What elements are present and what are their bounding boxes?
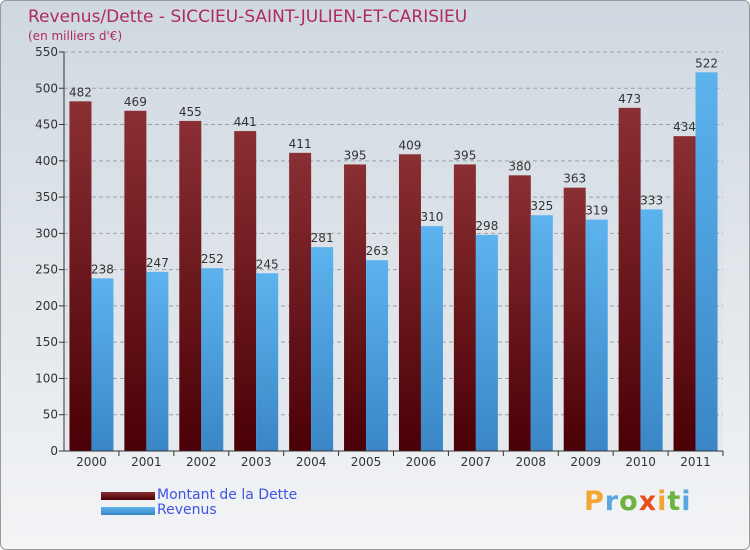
- bar-dette-2008: [508, 175, 531, 451]
- data-label-dette-2001: 469: [124, 95, 147, 109]
- y-tick-label: 200: [35, 299, 58, 313]
- bar-revenus-2001: [146, 271, 169, 451]
- bar-revenus-2002: [201, 268, 224, 451]
- bar-dette-2010: [618, 107, 641, 452]
- data-label-dette-2000: 482: [69, 85, 92, 99]
- bar-dette-2001: [124, 110, 147, 452]
- legend-swatch-dette: [101, 492, 155, 500]
- x-tick-label: 2002: [186, 455, 217, 469]
- bar-dette-2005: [344, 164, 367, 452]
- y-tick-label: 350: [35, 190, 58, 204]
- bar-revenus-2004: [311, 247, 334, 451]
- bar-dette-2000: [69, 101, 92, 452]
- data-labels: 482 238 469 247 455 252 441 245 411 281 395 263 409 3…: [69, 56, 718, 276]
- bar-revenus-2008: [530, 215, 553, 451]
- data-label-revenus-2004: 281: [311, 231, 334, 245]
- bar-revenus-2006: [420, 226, 443, 451]
- data-label-dette-2005: 395: [344, 148, 367, 162]
- logo-letter: i: [681, 486, 692, 517]
- bar-revenus-2003: [256, 273, 279, 451]
- y-tick-label: 50: [43, 408, 58, 422]
- data-label-dette-2004: 411: [289, 137, 312, 151]
- x-tick-label: 2009: [570, 455, 601, 469]
- logo-letter: i: [657, 486, 668, 517]
- data-label-revenus-2001: 247: [146, 256, 169, 270]
- plot-area: [64, 52, 723, 451]
- data-label-revenus-2003: 245: [256, 257, 279, 271]
- bar-dette-2009: [563, 187, 586, 451]
- legend-label-dette: Montant de la Dette: [157, 487, 298, 503]
- chart-title: Revenus/Dette - SICCIEU-SAINT-JULIEN-ET-…: [28, 7, 468, 27]
- logo-letter: r: [604, 486, 620, 517]
- chart-subtitle: (en milliers d'€): [28, 29, 123, 43]
- data-label-dette-2007: 395: [453, 148, 476, 162]
- y-tick-label: 500: [35, 81, 58, 95]
- bar-revenus-2005: [366, 260, 389, 451]
- logo-letter: x: [638, 486, 658, 517]
- logo-letter: o: [619, 486, 639, 517]
- y-tick-label: 0: [50, 444, 58, 458]
- data-label-dette-2009: 363: [563, 172, 586, 186]
- logo-letter: t: [667, 486, 682, 517]
- x-tick-label: 2008: [516, 455, 547, 469]
- data-label-dette-2011: 434: [673, 120, 696, 134]
- bar-dette-2011: [673, 136, 696, 452]
- data-label-revenus-2010: 333: [640, 193, 663, 207]
- data-label-dette-2008: 380: [508, 159, 531, 173]
- bar-dette-2007: [453, 164, 476, 452]
- data-label-revenus-2009: 319: [585, 204, 608, 218]
- bar-dette-2003: [234, 131, 257, 452]
- y-tick-label: 150: [35, 335, 58, 349]
- bar-revenus-2009: [585, 219, 608, 451]
- bar-revenus-2007: [475, 234, 498, 451]
- data-label-dette-2006: 409: [399, 138, 422, 152]
- axes: 0 50 100 150 200 250 300 350 400 450 500 550 2000 200…: [35, 45, 724, 469]
- x-tick-label: 2003: [241, 455, 272, 469]
- legend-label-revenus: Revenus: [157, 502, 217, 518]
- y-tick-label: 450: [35, 118, 58, 132]
- grid-lines: [64, 51, 723, 416]
- data-label-revenus-2005: 263: [366, 244, 389, 258]
- data-label-revenus-2006: 310: [421, 210, 444, 224]
- bar-dette-2002: [179, 120, 202, 451]
- data-label-revenus-2000: 238: [91, 262, 114, 276]
- x-tick-label: 2004: [296, 455, 327, 469]
- x-tick-label: 2006: [406, 455, 437, 469]
- logo-letter: P: [584, 486, 605, 517]
- data-label-dette-2003: 441: [234, 115, 257, 129]
- y-tick-label: 400: [35, 154, 58, 168]
- y-tick-label: 300: [35, 226, 58, 240]
- x-tick-label: 2000: [76, 455, 107, 469]
- y-tick-label: 550: [35, 45, 58, 59]
- data-label-revenus-2002: 252: [201, 252, 224, 266]
- bars: [69, 72, 718, 452]
- proxiti-logo: Proxiti: [584, 486, 692, 517]
- x-tick-label: 2005: [351, 455, 382, 469]
- bar-revenus-2000: [91, 278, 114, 451]
- bar-revenus-2010: [640, 209, 663, 451]
- bar-revenus-2011: [695, 72, 718, 451]
- x-tick-label: 2011: [680, 455, 711, 469]
- data-label-dette-2010: 473: [618, 92, 641, 106]
- data-label-dette-2002: 455: [179, 105, 202, 119]
- data-label-revenus-2011: 522: [695, 56, 718, 70]
- x-tick-label: 2010: [625, 455, 656, 469]
- data-label-revenus-2008: 325: [530, 199, 553, 213]
- x-tick-label: 2007: [461, 455, 492, 469]
- bar-dette-2004: [289, 152, 312, 451]
- data-label-revenus-2007: 298: [475, 219, 498, 233]
- x-tick-label: 2001: [131, 455, 162, 469]
- bar-dette-2006: [398, 154, 421, 451]
- y-tick-label: 250: [35, 263, 58, 277]
- legend-swatch-revenus: [101, 507, 155, 515]
- y-tick-label: 100: [35, 371, 58, 385]
